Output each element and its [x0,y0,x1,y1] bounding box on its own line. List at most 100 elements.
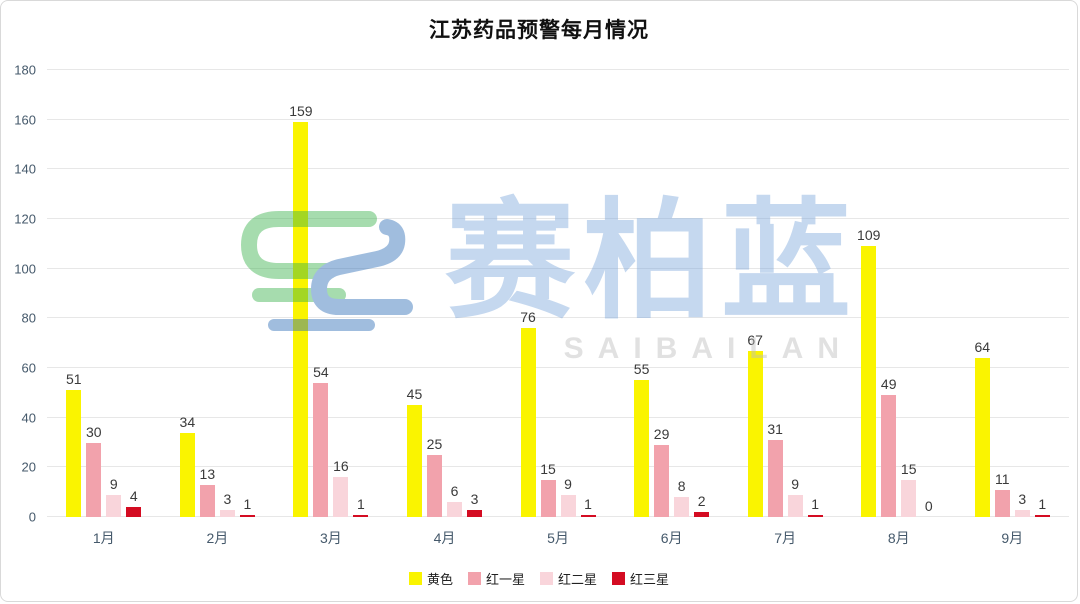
bar-value-label: 9 [791,475,800,492]
bar-value-label: 29 [653,425,670,442]
bar-value-label: 54 [313,363,329,380]
bar-黄色-8月: 109 [857,227,880,517]
bar-group-9月: 64 11 3 1 [956,70,1070,517]
bar-value-label: 1 [811,495,820,512]
bar-红一星-7月: 31 [767,421,783,517]
y-axis-tick-label: 20 [21,459,36,475]
bar-黄色-5月: 76 [520,309,536,517]
bar-group-6月: 55 29 8 2 [615,70,729,517]
gridline [47,317,1069,319]
y-axis-tick-label: 0 [28,509,36,525]
bar-value-label: 4 [129,488,138,505]
y-axis-tick-label: 80 [21,310,36,326]
legend-swatch-icon [540,572,553,585]
bar-value-label: 13 [199,465,216,482]
legend-label: 红二星 [558,572,598,587]
gridline [47,168,1069,170]
bar-group-1月: 51 30 9 4 [47,70,161,517]
legend-item-黄色: 黄色 [408,569,453,588]
bar-红三星-1月: 4 [126,488,142,517]
bar-黄色-2月: 34 [180,414,195,517]
bar-value-label: 159 [289,103,313,120]
x-axis-tick-label: 6月 [660,530,683,546]
bar-红一星-2月: 13 [200,466,215,517]
bar-红三星-3月: 1 [353,496,369,517]
y-axis-tick-label: 100 [14,261,36,277]
x-axis-tick-label: 8月 [887,530,910,546]
x-axis-tick-label: 3月 [320,530,342,546]
bar-value-label: 9 [109,475,118,492]
legend-label: 黄色 [426,572,453,587]
bar-红二星-4月: 6 [446,483,462,517]
bar-value-label: 8 [677,478,686,495]
legend: 黄色 红一星 红二星 红三星 [1,569,1077,588]
chart-title: 江苏药品预警每月情况 [429,18,649,42]
bar-value-label: 1 [243,495,252,512]
bar-value-label: 11 [995,470,1010,487]
legend-swatch-icon [408,572,422,585]
y-axis-tick-label: 160 [14,112,36,128]
bar-红二星-2月: 3 [219,491,235,517]
gridline [47,267,1069,269]
bar-group-5月: 76 15 9 1 [501,70,615,517]
bar-红一星-9月: 11 [994,471,1010,517]
bar-红二星-3月: 16 [333,458,349,517]
bar-红三星-2月: 1 [239,496,255,517]
bar-group-7月: 67 31 9 1 [728,70,842,517]
bar-groups: 51 30 9 4 34 13 3 1 159 54 16 1 45 25 6 3 76 15 9 1 55 29 8 2 67… [47,70,1069,517]
bar-value-label: 15 [900,460,917,477]
y-axis-tick-label: 120 [14,211,36,227]
legend-item-红一星: 红一星 [467,569,525,588]
bar-红二星-6月: 8 [674,478,690,517]
bar-红一星-1月: 30 [86,424,102,517]
bar-红二星-8月: 15 [901,461,917,517]
bar-红三星-7月: 1 [807,496,823,517]
legend-swatch-icon [467,572,481,585]
x-axis-tick-label: 1月 [92,530,115,546]
bar-value-label: 16 [333,458,349,475]
bar-红三星-9月: 1 [1034,496,1050,517]
bar-黄色-7月: 67 [747,332,763,517]
x-axis-tick-label: 2月 [206,530,229,546]
gridline [47,466,1069,468]
bar-value-label: 64 [974,339,991,356]
bar-value-label: 6 [450,483,459,500]
bar-红三星-6月: 2 [694,493,710,517]
bar-红三星-5月: 1 [580,496,596,517]
gridline [47,218,1069,220]
bar-value-label: 15 [540,460,556,477]
bar-value-label: 1 [357,495,365,512]
bar-红一星-3月: 54 [313,364,329,517]
bar-红一星-5月: 15 [540,461,556,517]
bar-红一星-6月: 29 [654,426,669,517]
y-axis-tick-label: 140 [14,161,36,177]
x-axis-tick-label: 9月 [1001,530,1024,546]
bar-value-label: 109 [857,227,881,244]
bar-黄色-9月: 64 [974,339,990,517]
gridline [47,416,1069,418]
x-axis-tick-label: 5月 [547,530,569,546]
bar-红二星-5月: 9 [560,476,576,517]
plot-area: 51 30 9 4 34 13 3 1 159 54 16 1 45 25 6 3 76 15 9 1 55 29 8 2 67… [47,69,1069,517]
gridline [47,516,1069,517]
legend-label: 红三星 [630,572,670,587]
bar-黄色-3月: 159 [289,103,313,517]
bar-value-label: 55 [633,361,650,378]
bar-value-label: 67 [747,331,763,348]
bar-value-label: 76 [520,309,536,326]
y-axis: 0 20 40 60 80 100 120 140 160 180 [1,63,41,525]
bar-黄色-6月: 55 [634,361,649,517]
bar-group-2月: 34 13 3 1 [161,70,275,517]
legend-item-红三星: 红三星 [612,569,669,588]
bar-黄色-1月: 51 [66,371,82,517]
bar-value-label: 9 [564,475,572,492]
legend-label: 红一星 [485,572,525,587]
bar-value-label: 34 [179,413,196,430]
legend-item-红二星: 红二星 [540,569,597,588]
bar-value-label: 3 [223,490,232,507]
bar-value-label: 3 [470,490,479,507]
bar-红一星-8月: 49 [881,376,897,517]
bar-红二星-9月: 3 [1014,491,1030,517]
y-axis-tick-label: 60 [21,360,36,376]
